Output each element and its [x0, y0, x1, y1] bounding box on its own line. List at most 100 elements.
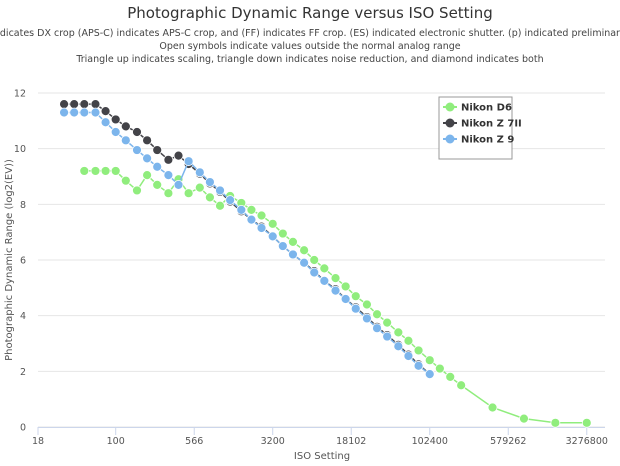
data-point	[163, 154, 174, 165]
x-tick-label: 18102	[336, 436, 366, 447]
legend-swatch	[445, 102, 455, 112]
data-point	[132, 185, 142, 196]
data-point	[309, 267, 320, 278]
data-point	[299, 257, 310, 268]
data-point	[267, 218, 278, 229]
data-point	[205, 192, 215, 203]
data-point	[120, 121, 131, 132]
x-axis-label: ISO Setting	[294, 451, 350, 462]
data-point	[424, 369, 435, 380]
data-point	[205, 177, 215, 187]
data-point	[120, 175, 131, 186]
data-point	[194, 182, 205, 193]
data-point	[340, 294, 351, 304]
y-tick-label: 12	[14, 89, 26, 100]
x-tick-label: 3276800	[566, 436, 608, 447]
y-tick-label: 0	[20, 423, 26, 434]
data-point	[403, 335, 414, 346]
data-point	[445, 371, 456, 382]
data-point	[100, 106, 111, 116]
y-tick-label: 8	[20, 200, 26, 211]
data-point	[340, 281, 351, 292]
data-point	[173, 179, 184, 190]
data-point	[163, 188, 174, 199]
data-point	[382, 317, 393, 328]
data-point	[319, 275, 330, 286]
data-point	[413, 345, 424, 356]
data-point	[330, 273, 341, 283]
data-point	[299, 245, 310, 256]
data-point	[79, 107, 90, 118]
subtitle: Triangle up indicates scaling, triangle …	[75, 54, 543, 65]
data-point	[183, 156, 194, 167]
data-point	[183, 188, 194, 199]
legend-label: Nikon D6	[461, 103, 512, 114]
data-point	[215, 185, 225, 196]
data-point	[319, 263, 330, 274]
data-point	[163, 170, 174, 181]
data-point	[267, 231, 278, 242]
data-point	[288, 237, 298, 247]
x-tick-label: 3200	[261, 436, 285, 447]
data-point	[100, 166, 111, 176]
x-tick-label: 579262	[490, 436, 526, 447]
legend-swatch	[445, 134, 455, 144]
data-point	[110, 166, 121, 176]
data-point	[194, 167, 205, 178]
data-point	[277, 241, 288, 251]
data-point	[132, 127, 142, 137]
subtitle: Open symbols indicate values outside the…	[159, 41, 460, 52]
legend-label: Nikon Z 7II	[461, 119, 522, 130]
data-point	[309, 255, 320, 265]
data-point	[142, 153, 152, 164]
data-point	[152, 179, 163, 190]
subtitle: (DX) indicates DX crop (APS-C) indicates…	[0, 28, 620, 39]
data-point	[69, 99, 80, 110]
data-point	[487, 402, 498, 413]
data-point	[110, 127, 121, 137]
data-point	[246, 214, 257, 225]
data-point	[434, 363, 445, 374]
series	[79, 166, 592, 428]
data-point	[100, 117, 111, 128]
data-point	[59, 107, 69, 118]
data-point	[246, 204, 257, 215]
data-point	[403, 351, 414, 361]
data-point	[79, 99, 90, 110]
data-point	[456, 380, 467, 391]
data-point	[393, 327, 404, 338]
data-point	[372, 309, 382, 320]
data-point	[173, 150, 184, 161]
legend-label: Nikon Z 9	[461, 135, 514, 146]
x-tick-label: 18	[32, 436, 44, 447]
y-tick-label: 2	[20, 367, 26, 378]
data-point	[69, 107, 80, 118]
data-point	[362, 299, 372, 310]
series-line	[64, 111, 431, 375]
y-tick-label: 6	[20, 256, 26, 267]
y-tick-label: 4	[20, 311, 26, 322]
x-tick-label: 566	[185, 436, 203, 447]
series	[59, 107, 435, 380]
data-point	[581, 417, 592, 428]
data-point	[152, 145, 163, 155]
data-point	[120, 135, 131, 146]
data-point	[142, 135, 152, 146]
series-line	[64, 103, 431, 375]
data-point	[90, 107, 101, 118]
x-tick-label: 100	[107, 436, 125, 447]
data-point	[519, 413, 529, 424]
data-point	[142, 170, 152, 181]
y-axis-label: Photographic Dynamic Range (log2(EV))	[4, 159, 15, 361]
data-point	[59, 99, 69, 110]
data-point	[330, 285, 341, 296]
data-point	[413, 360, 424, 371]
data-point	[256, 223, 267, 233]
data-point	[215, 200, 225, 211]
series-line	[84, 170, 587, 424]
data-point	[550, 417, 561, 428]
data-point	[424, 355, 435, 366]
data-point	[225, 195, 236, 206]
data-point	[393, 341, 404, 352]
